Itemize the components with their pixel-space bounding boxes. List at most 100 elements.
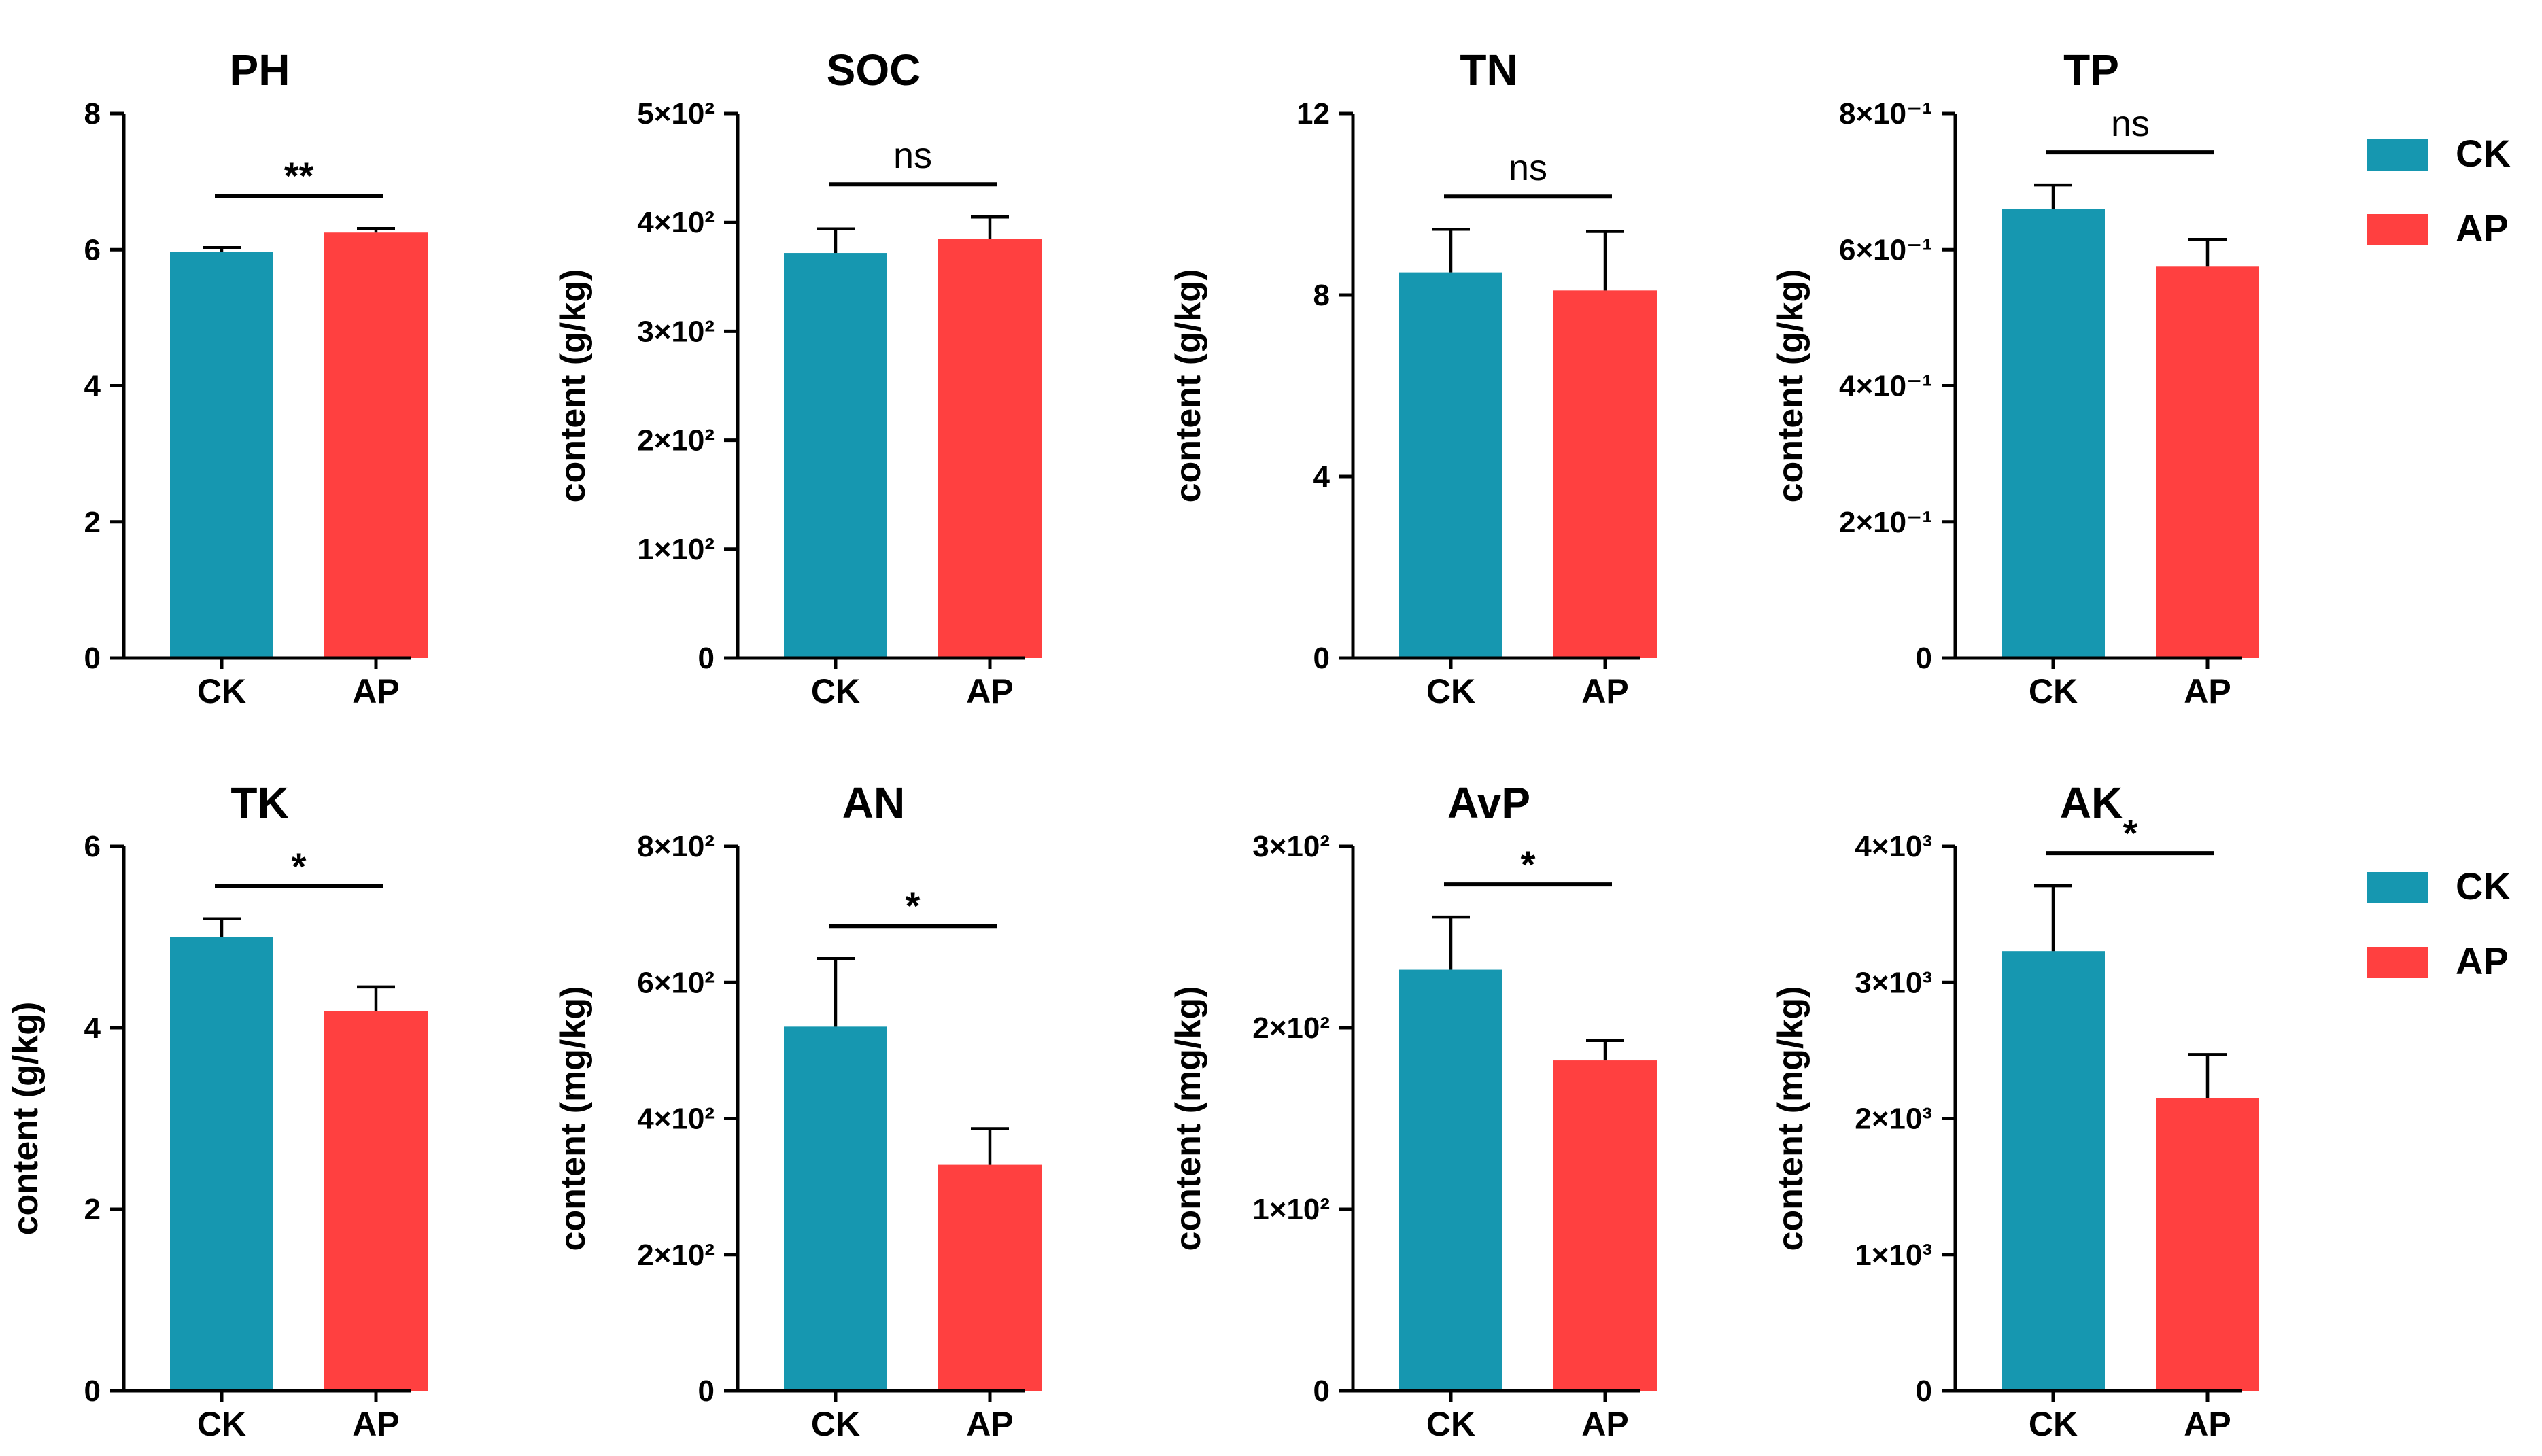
bar-ck	[2002, 951, 2105, 1391]
panel-title: AvP	[1447, 778, 1530, 827]
x-tick-label: CK	[2029, 1405, 2078, 1443]
x-tick-label: AP	[352, 1405, 399, 1443]
panel-title: TN	[1460, 46, 1517, 94]
y-tick-label: 1×10²	[637, 533, 715, 566]
x-tick-label: CK	[197, 1405, 246, 1443]
significance-label: **	[284, 154, 314, 197]
y-tick-label: 12	[1296, 97, 1330, 131]
y-tick-label: 1×10²	[1252, 1193, 1330, 1226]
y-axis-label: content (g/kg)	[6, 1002, 46, 1236]
y-tick-label: 2	[84, 1193, 101, 1226]
y-tick-label: 3×10²	[1252, 830, 1330, 863]
y-tick-label: 4	[1313, 460, 1330, 493]
panel-soc: SOC content (g/kg) CK AP 0 1×10² 2×10² 3×10² 4×1…	[553, 46, 1042, 710]
y-tick-label: 6×10⁻¹	[1839, 233, 1932, 266]
y-tick-label: 2×10²	[637, 1238, 715, 1272]
y-tick-label: 1×10³	[1855, 1238, 1932, 1272]
significance-label: ns	[1509, 148, 1547, 188]
y-tick-label: 2×10²	[1252, 1011, 1330, 1045]
y-tick-label: 2	[84, 506, 101, 539]
y-axis-label: content (mg/kg)	[1169, 986, 1208, 1251]
bar-ck	[784, 1026, 887, 1391]
x-tick-label: CK	[811, 1405, 860, 1443]
bar-ck	[784, 253, 887, 658]
x-tick-label: AP	[2184, 672, 2231, 710]
panel-tn: TN content (g/kg) CK AP 0 4 8 12 ns	[1169, 46, 1657, 710]
significance-label: *	[2123, 812, 2138, 854]
significance-label: *	[1521, 843, 1536, 886]
bar-ck	[1399, 969, 1502, 1391]
panel-title: AK	[2060, 778, 2123, 827]
y-axis-label: content (g/kg)	[553, 269, 593, 503]
panel-avp: AvP content (mg/kg) CK AP 0 1×10² 2×10² 3×10² *	[1169, 778, 1657, 1443]
panel-ak: AK content (mg/kg) CK AP 0 1×10³ 2×10³ 3×10³ 4×1…	[1771, 778, 2259, 1443]
legend-label: AP	[2456, 207, 2509, 249]
panel-title: PH	[230, 46, 290, 94]
bar-ap	[1553, 1060, 1657, 1391]
y-axis-label: content (g/kg)	[1771, 269, 1810, 503]
panel-ph: PH CK AP 0 2 4 6 8 **	[84, 46, 428, 710]
y-tick-label: 0	[84, 642, 101, 675]
bar-ap	[2156, 1098, 2259, 1391]
legend-swatch-ck	[2367, 872, 2428, 903]
x-tick-label: CK	[197, 672, 246, 710]
x-tick-label: AP	[1581, 672, 1628, 710]
y-tick-label: 5×10²	[637, 97, 715, 131]
x-tick-label: AP	[966, 672, 1013, 710]
significance-label: *	[292, 845, 307, 888]
x-tick-label: CK	[1426, 672, 1475, 710]
y-tick-label: 2×10²	[637, 424, 715, 457]
y-axis-label: content (g/kg)	[1169, 269, 1208, 503]
legend-label: CK	[2456, 132, 2511, 175]
panel-title: TP	[2063, 46, 2119, 94]
legend-swatch-ap	[2367, 947, 2428, 978]
y-tick-label: 8	[1313, 279, 1330, 312]
y-axis-label: content (mg/kg)	[1771, 986, 1810, 1251]
y-tick-label: 6×10²	[637, 966, 715, 999]
y-tick-label: 0	[698, 1374, 715, 1408]
bar-ck	[1399, 272, 1502, 658]
legend-label: AP	[2456, 939, 2509, 982]
x-tick-label: AP	[2184, 1405, 2231, 1443]
y-tick-label: 3×10³	[1855, 966, 1932, 999]
bar-ap	[324, 232, 428, 658]
bar-ap	[938, 239, 1042, 659]
y-tick-label: 6	[84, 233, 101, 266]
y-tick-label: 4×10³	[1855, 830, 1932, 863]
legend-label: CK	[2456, 865, 2511, 907]
y-tick-label: 0	[1916, 1374, 1932, 1408]
y-tick-label: 0	[1916, 642, 1932, 675]
x-tick-label: AP	[1581, 1405, 1628, 1443]
y-tick-label: 4×10²	[637, 1103, 715, 1136]
y-tick-label: 6	[84, 830, 101, 863]
y-tick-label: 4	[84, 1011, 101, 1045]
significance-label: ns	[893, 135, 932, 176]
y-tick-label: 4×10⁻¹	[1839, 370, 1932, 403]
y-tick-label: 8	[84, 97, 101, 131]
x-tick-label: CK	[2029, 672, 2078, 710]
y-tick-label: 0	[1313, 642, 1330, 675]
x-tick-label: CK	[1426, 1405, 1475, 1443]
panel-title: SOC	[827, 46, 921, 94]
y-tick-label: 4	[84, 370, 101, 403]
panel-an: AN content (mg/kg) CK AP 0 2×10² 4×10² 6×10² 8×1…	[553, 778, 1042, 1443]
panel-tk: TK content (g/kg) CK AP 0 2 4 6 *	[6, 778, 428, 1443]
x-tick-label: AP	[352, 672, 399, 710]
y-tick-label: 2×10⁻¹	[1839, 506, 1932, 539]
bar-ap	[938, 1164, 1042, 1391]
legend: CK AP	[2367, 132, 2511, 249]
bar-ap	[1553, 290, 1657, 658]
y-tick-label: 8×10²	[637, 830, 715, 863]
y-tick-label: 0	[698, 642, 715, 675]
panel-tp: TP content (g/kg) CK AP 0 2×10⁻¹ 4×10⁻¹ 6×10⁻¹ 8…	[1771, 46, 2259, 710]
y-axis-label: content (mg/kg)	[553, 986, 593, 1251]
legend: CK AP	[2367, 865, 2511, 982]
y-tick-label: 4×10²	[637, 206, 715, 239]
significance-label: ns	[2111, 103, 2150, 144]
legend-swatch-ap	[2367, 214, 2428, 245]
y-tick-label: 3×10²	[637, 315, 715, 348]
legend-swatch-ck	[2367, 139, 2428, 171]
y-tick-label: 2×10³	[1855, 1103, 1932, 1136]
significance-label: *	[906, 884, 921, 927]
